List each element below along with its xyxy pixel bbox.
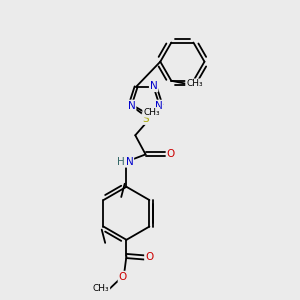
Text: N: N xyxy=(155,100,163,110)
Text: N: N xyxy=(125,157,133,167)
Text: O: O xyxy=(167,149,175,159)
Text: N: N xyxy=(150,81,158,91)
Text: H: H xyxy=(117,157,124,167)
Text: O: O xyxy=(145,253,153,262)
Text: O: O xyxy=(118,272,127,282)
Text: S: S xyxy=(142,114,149,124)
Text: CH₃: CH₃ xyxy=(143,108,160,117)
Text: CH₃: CH₃ xyxy=(93,284,110,293)
Text: N: N xyxy=(128,100,136,110)
Text: CH₃: CH₃ xyxy=(186,79,202,88)
